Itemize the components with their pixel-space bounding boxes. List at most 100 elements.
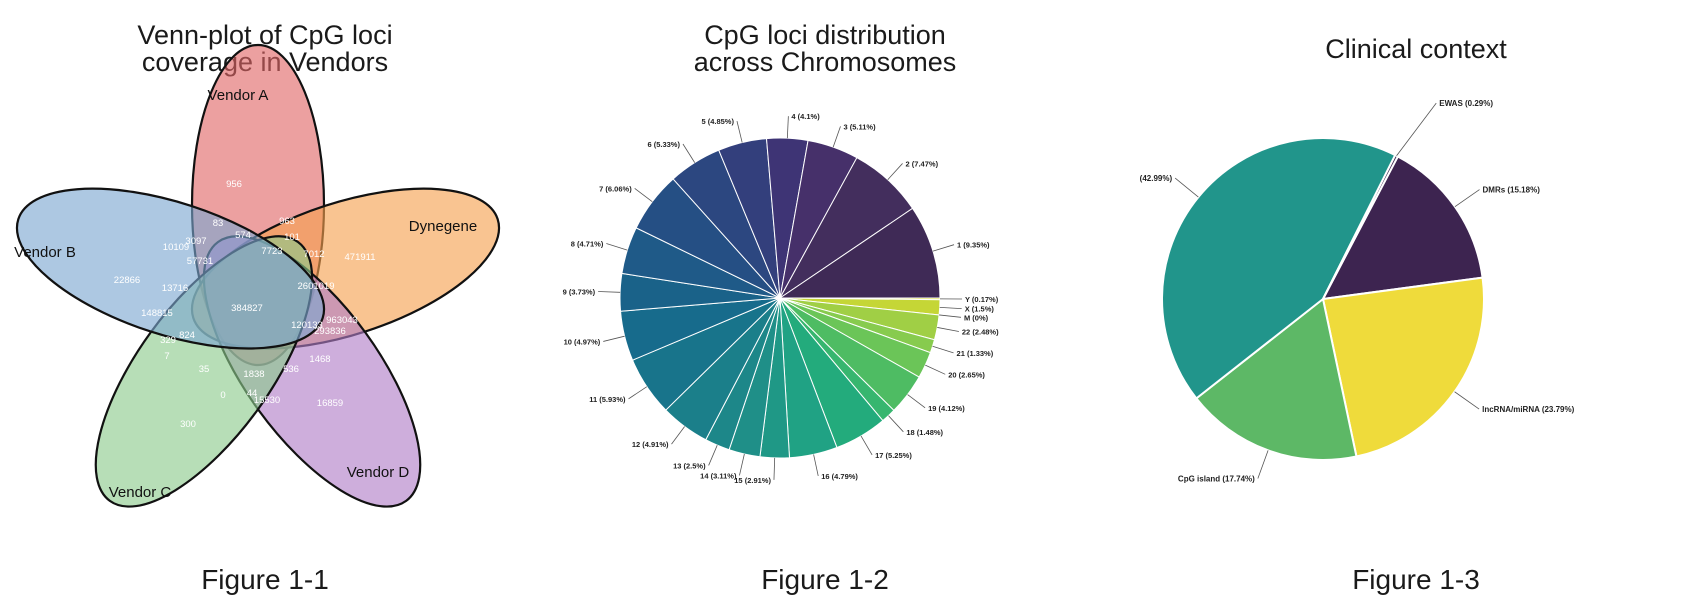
pie-slice-lncrna-mirna	[1321, 276, 1485, 458]
pie-label-8: 8 (4.71%)	[571, 240, 604, 249]
pie-label-21: 21 (1.33%)	[957, 349, 994, 358]
clinical-pie-chart: DMRs (15.18%) lncRNA/miRNA (23.79%) CpG is…	[1140, 99, 1575, 484]
chromosome-pie-chart: Y (0.17%)X (1.5%)M (0%) 22 (2.48%) 21 (1.3…	[563, 112, 999, 485]
pie-label-22: 22 (2.48%)	[962, 327, 999, 336]
clinical-pie-panel: Clinical context DMRs (15.18%) lncRNA/miR…	[1140, 0, 1692, 612]
venn-region-value: 101	[284, 232, 300, 243]
venn-region-value: 536	[283, 364, 299, 375]
pie-leader-line	[932, 345, 954, 354]
venn-region-value: 22866	[114, 275, 140, 286]
venn-diagram: Vendor A Dynegene Vendor D Vendor C Vendor B…	[14, 43, 501, 508]
chromosome-title-line-1: CpG loci distribution	[704, 20, 946, 50]
venn-region-value: 44	[247, 388, 258, 399]
pie-leader-line	[682, 143, 696, 163]
venn-panel: Venn-plot of CpG loci coverage in Vendor…	[0, 0, 530, 612]
pie-label-3: 3 (5.11%)	[843, 122, 876, 131]
chromosome-title-line-2: across Chromosomes	[693, 47, 957, 77]
pie-slice-ccres	[1161, 137, 1397, 400]
pie-label-17: 17 (5.25%)	[875, 451, 912, 460]
pie-label-6: 6 (5.33%)	[647, 140, 680, 149]
pie-slices	[619, 137, 941, 459]
venn-region-value: 16859	[317, 398, 343, 409]
venn-region-value: 7	[164, 351, 169, 362]
venn-region-value: 148815	[141, 308, 173, 319]
pie-slice-dmrs	[1321, 155, 1484, 301]
pie-leader-line	[1454, 391, 1480, 410]
pie-label-lncrna-mirna: lncRNA/miRNA (23.79%)	[1482, 405, 1575, 414]
venn-region-value: 824	[179, 330, 195, 341]
pie-label-y: Y (0.17%)	[965, 295, 999, 304]
venn-region-value: 956	[226, 179, 242, 190]
chromosome-pie-panel: CpG loci distribution across Chromosomes…	[560, 0, 1090, 612]
pie-leader-line	[603, 335, 625, 342]
venn-region-value: 57731	[187, 256, 213, 267]
venn-region-value: 120133	[291, 320, 323, 331]
pie-leader-line	[888, 415, 904, 433]
pie-leader-line	[736, 121, 743, 143]
pie-label-15: 15 (2.91%)	[734, 476, 771, 485]
venn-region-value: 7012	[303, 249, 324, 260]
venn-region-value: 7723	[261, 246, 282, 257]
pie-leader-line	[708, 445, 718, 466]
clinical-title-line-1: Clinical context	[1325, 34, 1507, 64]
pie-label-x: X (1.5%)	[965, 305, 995, 314]
pie-slice-cpg-island	[1194, 297, 1358, 461]
pie-label-11: 11 (5.93%)	[589, 395, 626, 404]
pie-leader-line	[1454, 189, 1480, 208]
clinical-pie-title: Clinical context	[1140, 36, 1692, 63]
pie-leader-line	[925, 364, 946, 375]
pie-label-ewas: EWAS (0.29%)	[1439, 99, 1493, 108]
venn-set-vendor-b	[15, 187, 326, 350]
pie-leader-line	[634, 188, 653, 202]
venn-set-label-vendor-c: Vendor C	[109, 484, 172, 501]
pie-leader-line	[932, 244, 955, 252]
pie-label-19: 19 (4.12%)	[928, 404, 965, 413]
pie-label-cpg-island: CpG island (17.74%)	[1178, 475, 1255, 484]
venn-set-label-vendor-d: Vendor D	[347, 464, 410, 481]
pie-leader-line	[739, 453, 745, 476]
pie-label-ccres: cCREs (42.99%)	[1140, 174, 1172, 183]
pie-leader-line	[907, 394, 926, 409]
pie-label-2: 2 (7.47%)	[906, 159, 939, 168]
pie-label-dmrs: DMRs (15.18%)	[1483, 186, 1541, 195]
pie-leader-line	[773, 457, 776, 480]
venn-region-value: 963	[279, 216, 295, 227]
pie-leader-line	[813, 454, 819, 477]
pie-leader-line	[786, 116, 789, 139]
pie-label-10: 10 (4.97%)	[564, 337, 601, 346]
venn-region-value: 963043	[326, 315, 358, 326]
pie-leader-line	[628, 386, 648, 400]
pie-label-m: M (0%)	[964, 313, 989, 322]
pie-label-5: 5 (4.85%)	[701, 117, 734, 126]
pie-label-16: 16 (4.79%)	[821, 472, 858, 481]
venn-region-value: 329	[160, 335, 176, 346]
venn-set-label-vendor-a: Vendor A	[208, 87, 269, 104]
venn-region-value: 2601019	[298, 281, 335, 292]
venn-region-value: 384827	[231, 303, 263, 314]
pie-leader-line	[860, 435, 873, 456]
pie-label-9: 9 (3.73%)	[563, 288, 596, 297]
pie-leader-line	[671, 426, 685, 445]
pie-label-20: 20 (2.65%)	[948, 370, 985, 379]
pie-leader-line	[887, 163, 903, 180]
pie-leader-line	[832, 126, 841, 148]
pie-leader-line	[1396, 102, 1437, 157]
pie-label-14: 14 (3.11%)	[700, 471, 737, 480]
venn-region-value: 10109	[163, 242, 189, 253]
venn-region-value: 1468	[309, 354, 330, 365]
pie-label-12: 12 (4.91%)	[632, 440, 669, 449]
pie-leader-line	[1174, 177, 1199, 198]
pie-label-18: 18 (1.48%)	[906, 428, 943, 437]
venn-region-value: 35	[199, 364, 210, 375]
venn-region-value: 13716	[162, 283, 188, 294]
venn-region-value: 3097	[185, 236, 206, 247]
venn-set-label-dynegene: Dynegene	[409, 218, 477, 235]
venn-region-value: 471911	[345, 252, 376, 263]
figure-caption-1: Figure 1-1	[201, 564, 329, 595]
venn-region-value: 574	[235, 230, 251, 241]
pie-leader-line	[1257, 450, 1269, 479]
pie-leader-line	[939, 314, 962, 318]
venn-region-value: 293836	[314, 326, 346, 337]
venn-region-value: 83	[213, 218, 224, 229]
figure-caption-2: Figure 1-2	[761, 564, 889, 595]
